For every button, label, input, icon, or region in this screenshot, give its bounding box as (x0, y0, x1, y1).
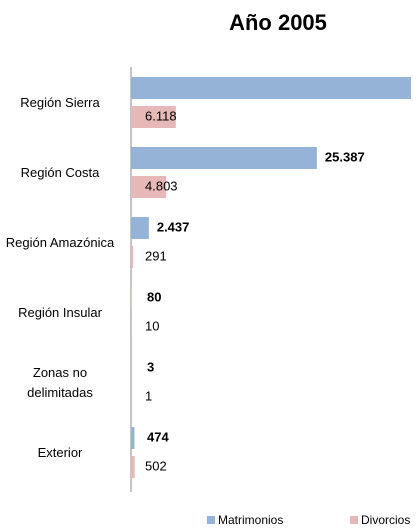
legend-swatch (350, 516, 358, 524)
data-label: 2.437 (157, 219, 190, 234)
data-label: 291 (145, 248, 167, 263)
legend-swatch (207, 516, 215, 524)
chart-title: Año 2005 (229, 10, 327, 35)
bar (131, 147, 317, 169)
data-label: 1 (145, 388, 152, 403)
category-label: Región Costa (20, 164, 100, 180)
bar (131, 456, 135, 478)
bar (131, 106, 176, 128)
bar (131, 246, 134, 268)
bar (131, 176, 167, 198)
legend-label: Divorcios (361, 513, 410, 527)
data-label: 4.803 (145, 178, 178, 193)
category-label: Región Sierra (20, 94, 100, 110)
legend-label: Matrimonios (218, 513, 283, 527)
data-label: 25.387 (325, 149, 365, 164)
data-label: 10 (145, 318, 159, 333)
category-label: Zonas no delimitadas (27, 364, 93, 400)
bar (131, 217, 149, 239)
data-label: 6.118 (145, 108, 177, 123)
data-label: 502 (145, 458, 167, 473)
category-label: Región Insular (18, 304, 102, 320)
data-label: 3 (147, 359, 154, 374)
data-label: 80 (147, 289, 161, 304)
bar (131, 77, 411, 99)
bar (131, 427, 135, 449)
category-label: Exterior (37, 444, 83, 460)
category-label: Región Amazónica (5, 234, 115, 250)
data-label: 474 (147, 429, 169, 444)
bar (131, 287, 132, 309)
